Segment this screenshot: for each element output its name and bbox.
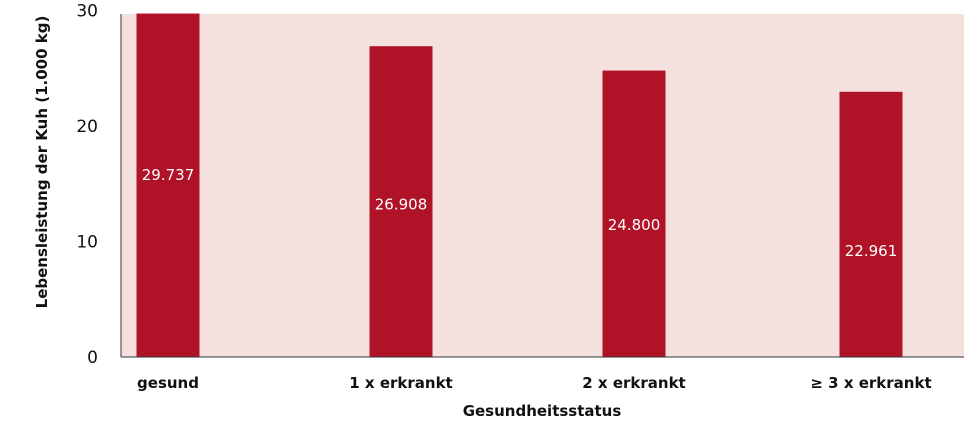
x-tick-label: 1 x erkrankt <box>349 374 452 392</box>
bar-value-label: 22.961 <box>845 242 898 260</box>
bar <box>602 70 666 357</box>
x-tick-label: ≥ 3 x erkrankt <box>810 374 931 392</box>
plot-background <box>121 14 964 357</box>
bar-group <box>136 13 903 358</box>
y-tick-label: 0 <box>87 348 98 368</box>
bar-value-label: 26.908 <box>375 196 428 214</box>
x-tick-label: gesund <box>137 374 199 392</box>
x-tick-label: 2 x erkrankt <box>582 374 685 392</box>
bar-label-group: 29.737 26.908 24.800 22.961 <box>142 166 898 260</box>
y-tick-label: 20 <box>76 117 98 137</box>
bar-value-label: 29.737 <box>142 166 195 184</box>
y-axis-title: Lebensleistung der Kuh (1.000 kg) <box>33 16 51 309</box>
bar <box>369 46 433 358</box>
bar-value-label: 24.800 <box>608 216 661 234</box>
y-tick-label: 30 <box>76 2 98 22</box>
y-tick-label: 10 <box>76 233 98 253</box>
bar <box>136 13 200 357</box>
bar <box>839 91 903 358</box>
x-tick-group: gesund 1 x erkrankt 2 x erkrankt ≥ 3 x erkr… <box>137 374 932 392</box>
y-tick-group: 0 10 20 30 <box>76 2 98 369</box>
x-axis-title: Gesundheitsstatus <box>463 402 622 420</box>
